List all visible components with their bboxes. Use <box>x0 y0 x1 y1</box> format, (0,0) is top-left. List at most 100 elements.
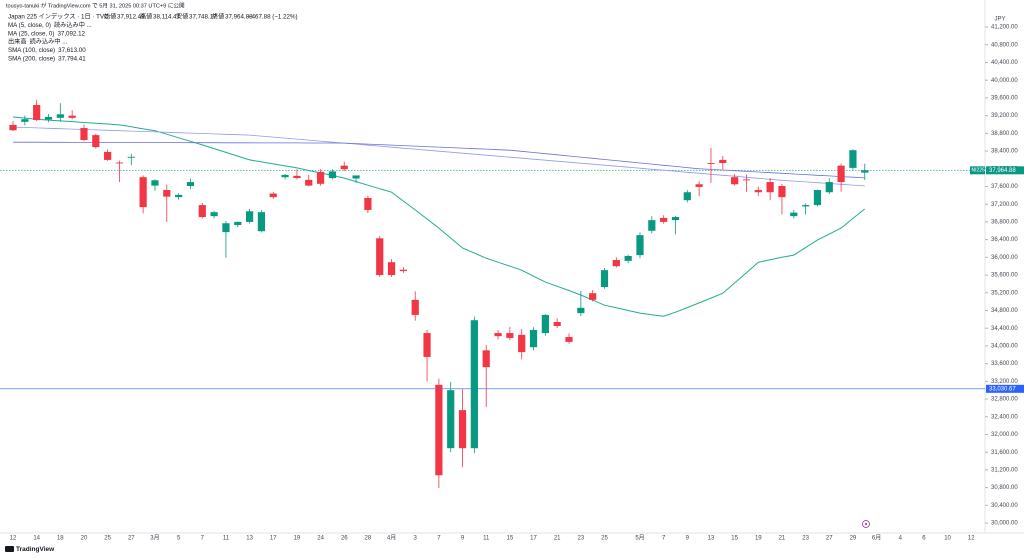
indicator-line <box>12 126 865 187</box>
y-tick-label: 33,200.00 <box>991 379 1018 385</box>
candle-body <box>565 337 573 342</box>
candle-body <box>44 116 53 120</box>
publisher: tousyo-tanuki が TradingView.com で 5月 31,… <box>6 1 185 9</box>
symbol-tag-label: NI225 <box>972 168 986 174</box>
candle-body <box>281 174 289 178</box>
x-tick-label: 7 <box>437 536 441 542</box>
y-tick-label: 41,200.00 <box>991 25 1018 31</box>
candle-body <box>707 163 715 164</box>
candle-body <box>683 192 691 201</box>
x-tick-label: 15 <box>731 536 738 542</box>
y-tick-label: 40,800.00 <box>991 42 1018 48</box>
x-tick-label: 28 <box>365 536 372 542</box>
candle-body <box>813 190 822 206</box>
ohlc-value: 37,748.17 <box>189 14 217 21</box>
legend-name: MA (25, close, 0) <box>8 30 54 37</box>
candle-body <box>175 194 183 198</box>
legend-name: 出来高 <box>8 38 27 46</box>
candle-body <box>293 175 301 179</box>
y-tick-label: 32,000.00 <box>991 432 1018 438</box>
x-tick-label: 12 <box>10 536 17 542</box>
candle-body <box>21 119 29 122</box>
candle-body <box>529 329 538 348</box>
candle-body <box>92 135 100 148</box>
legend-name: MA (5, close, 0) <box>8 22 51 29</box>
y-tick-label: 35,200.00 <box>991 290 1018 296</box>
candle-body <box>766 182 774 193</box>
candle-body <box>387 262 396 276</box>
ohlc-value: 37,964.88 <box>225 14 253 21</box>
candle-body <box>198 205 206 218</box>
x-tick-label: 25 <box>104 536 111 542</box>
candle-body <box>316 171 325 184</box>
x-tick-label: 20 <box>81 536 88 542</box>
x-tick-label: 13 <box>708 536 715 542</box>
x-tick-label: 26 <box>341 536 348 542</box>
x-tick-label: 7 <box>662 536 666 542</box>
candle-body <box>849 150 857 168</box>
x-tick-label: 25 <box>601 536 608 542</box>
candle-body <box>151 180 159 186</box>
legend-value: 37,794.41 <box>58 55 86 62</box>
candle-body <box>435 384 443 476</box>
x-tick-label: 4 <box>899 536 903 542</box>
candle-body <box>9 124 17 131</box>
candle-body <box>600 270 609 288</box>
x-tick-label: 3月 <box>150 535 159 542</box>
legend-status: 読み込み中 ... <box>54 21 92 29</box>
candle-body <box>68 115 76 118</box>
candle-body <box>589 293 597 300</box>
x-tick-label: 19 <box>294 536 301 542</box>
logo-text: TradingView <box>16 546 55 553</box>
legend-value: 37,092.12 <box>57 30 85 37</box>
y-tick-label: 39,200.00 <box>991 113 1018 119</box>
y-tick-label: 32,400.00 <box>991 414 1018 420</box>
event-marker <box>862 520 870 528</box>
price-tag-label: 33,030.67 <box>989 386 1016 392</box>
candle-body <box>506 333 514 338</box>
candle-body <box>305 179 313 186</box>
candle-body <box>778 186 786 198</box>
candle-body <box>731 177 739 185</box>
candle-body <box>802 205 810 207</box>
y-tick-label: 38,400.00 <box>991 149 1018 155</box>
candle-body <box>719 159 727 164</box>
price-tag <box>986 384 1024 393</box>
candle-body <box>376 238 384 276</box>
candle-body <box>115 162 124 164</box>
candle-body <box>411 299 419 315</box>
x-tick-label: 23 <box>802 536 809 542</box>
candle-body <box>636 235 644 256</box>
legend-name: SMA (200, close) <box>8 55 55 62</box>
candle-body <box>754 190 762 193</box>
candle-body <box>222 223 230 233</box>
candle-body <box>447 390 455 449</box>
candle-body <box>470 320 478 449</box>
candle-body <box>790 212 798 217</box>
candle-body <box>624 256 632 261</box>
y-tick-label: 35,600.00 <box>991 273 1018 279</box>
ohlc-value: 38,114.47 <box>153 14 181 21</box>
candle-body <box>494 333 502 337</box>
y-tick-label: 40,400.00 <box>991 60 1018 66</box>
candle-body <box>648 220 656 231</box>
x-tick-label: 6 <box>922 536 926 542</box>
y-tick-label: 34,800.00 <box>991 308 1018 314</box>
ohlc-value: 37,912.49 <box>117 14 145 21</box>
y-tick-label: 31,600.00 <box>991 450 1018 456</box>
symbol-tag <box>970 166 985 175</box>
x-tick-label: 17 <box>530 536 537 542</box>
candle-body <box>837 165 845 183</box>
x-tick-label: 29 <box>850 536 857 542</box>
candle-body <box>742 179 751 181</box>
candle-body <box>269 193 277 198</box>
candle-body <box>352 175 360 179</box>
currency: JPY <box>994 17 1005 23</box>
y-tick-label: 34,000.00 <box>991 343 1018 349</box>
ohlc-label: 安値 <box>176 13 188 21</box>
x-tick-label: 11 <box>223 536 230 542</box>
y-tick-label: 38,800.00 <box>991 131 1018 137</box>
x-tick-label: 14 <box>33 536 40 542</box>
ohlc-change: −467.88 (−1.22%) <box>248 14 298 21</box>
